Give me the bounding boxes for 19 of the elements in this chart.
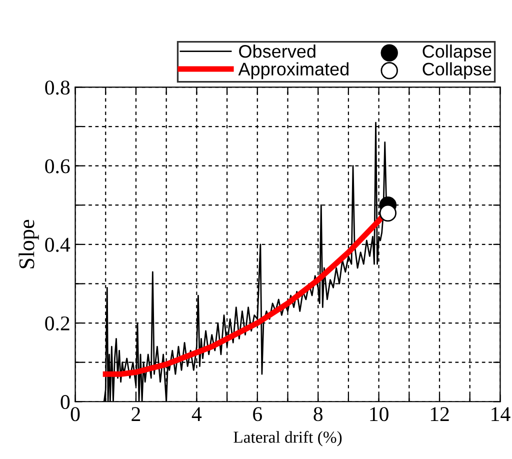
y-tick-label: 0.2 — [45, 316, 70, 331]
x-tick-label: 8 — [314, 407, 323, 422]
x-tick-label: 2 — [132, 407, 140, 421]
x-tick-label: 14 — [492, 407, 510, 421]
x-tick-label: 10 — [370, 407, 388, 422]
y-tick-label: 0.4 — [45, 238, 70, 252]
y-tick-label: 0.6 — [45, 159, 70, 174]
legend-label: Observed — [239, 44, 316, 58]
legend-label: Approximated — [238, 62, 348, 80]
x-tick-label: 0 — [70, 407, 80, 422]
x-axis-title: Lateral drift (%) — [234, 430, 342, 446]
y-tick-label: 0 — [60, 395, 70, 410]
y-tick-label: 0.8 — [45, 80, 70, 95]
x-tick-label: 4 — [192, 407, 202, 421]
y-axis-title: Slope — [18, 220, 39, 268]
legend-label: Collapse — [422, 62, 492, 80]
legend-label: Collapse — [422, 44, 492, 62]
x-tick-label: 12 — [430, 407, 449, 421]
x-tick-label: 6 — [253, 407, 262, 422]
